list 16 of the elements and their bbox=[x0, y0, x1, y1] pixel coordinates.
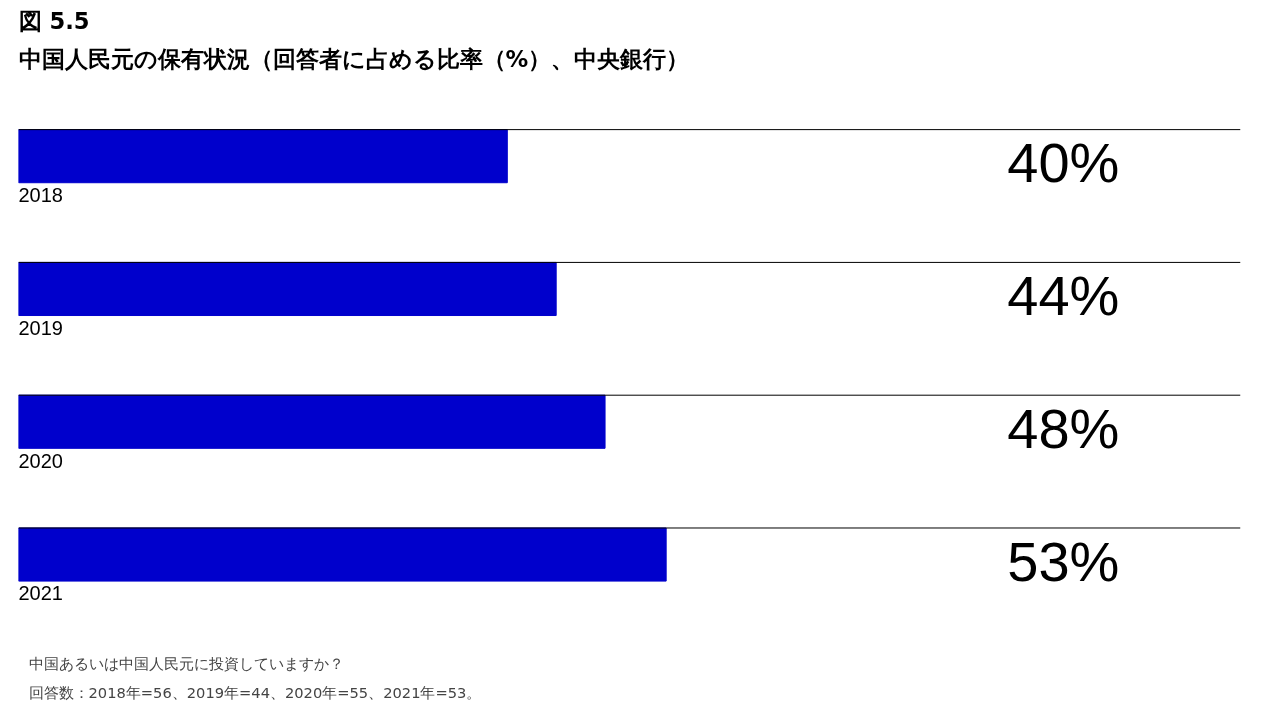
bar bbox=[18, 527, 667, 582]
y-tick-label: 2019 bbox=[18, 316, 63, 339]
bar bbox=[18, 261, 557, 317]
chart-subtitle: 中国人民元の保有状況（回答者に占める比率（%）、中央銀行） bbox=[18, 45, 690, 72]
y-tick-label: 2020 bbox=[18, 449, 63, 472]
y-tick-label: 2018 bbox=[18, 184, 63, 207]
data-label: 53% bbox=[1007, 529, 1120, 593]
text: 回答数：2018年=56、2019年=44、2020年=55、2021年=53。 bbox=[28, 683, 482, 701]
data-label: 48% bbox=[1007, 396, 1120, 460]
chart-title: 図 5.5 bbox=[18, 7, 90, 34]
bar bbox=[18, 129, 508, 184]
annotation: 中国あるいは中国人民元に投資していますか？ bbox=[28, 654, 344, 672]
data-label: 44% bbox=[1007, 264, 1120, 328]
bar bbox=[18, 394, 606, 449]
y-tick-label: 2021 bbox=[18, 582, 63, 605]
data-label: 40% bbox=[1007, 131, 1120, 195]
